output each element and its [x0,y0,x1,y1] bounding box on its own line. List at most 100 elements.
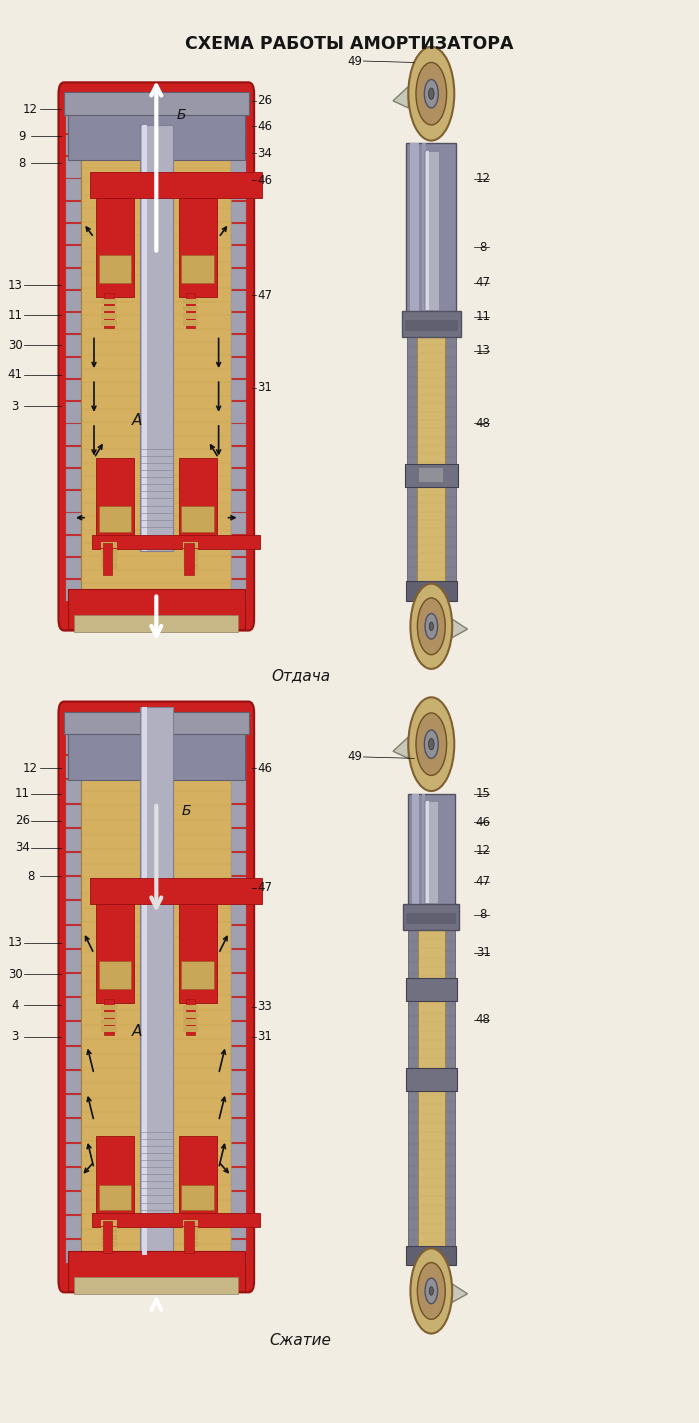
Bar [99,1184,131,1210]
Bar [96,198,134,297]
FancyBboxPatch shape [59,83,254,630]
Circle shape [416,713,447,776]
Text: 47: 47 [257,289,272,302]
Bar [182,299,198,305]
Bar [182,564,198,569]
Bar [408,931,418,1251]
Text: 49: 49 [347,54,363,67]
Text: 26: 26 [15,814,30,827]
Bar [231,135,247,155]
Bar [231,975,247,996]
Bar [405,1067,457,1090]
Bar [66,901,82,924]
Bar [182,556,198,562]
Circle shape [408,47,454,141]
Text: 47: 47 [476,875,491,888]
Bar [231,558,247,579]
Bar [101,306,117,312]
Circle shape [408,697,454,791]
Bar [182,542,198,548]
Bar [181,507,214,532]
Bar [231,313,247,333]
Bar [408,794,455,911]
Bar [99,255,131,283]
Bar [90,172,262,198]
Text: 13: 13 [476,344,491,357]
Bar [182,1220,198,1225]
Bar [178,1136,217,1221]
Bar [231,901,247,924]
Text: 12: 12 [476,844,491,857]
Bar [182,313,198,319]
Bar [66,1217,82,1238]
Bar [66,491,82,512]
Bar [231,1241,247,1262]
Bar [182,549,198,555]
Bar [66,112,82,132]
Bar [101,556,117,562]
Circle shape [424,730,438,758]
Bar [66,731,82,754]
Bar [231,1217,247,1238]
Bar [101,313,117,319]
Bar [66,514,82,534]
Text: А: А [132,413,143,428]
Bar [101,564,117,569]
Bar [68,723,245,780]
Circle shape [424,80,438,108]
Circle shape [417,1262,445,1319]
Bar [185,293,195,329]
Bar [103,1221,113,1252]
Bar [142,707,147,1255]
Bar [101,1227,117,1232]
Bar [101,1234,117,1239]
Bar [66,951,82,972]
Bar [182,1019,198,1025]
Bar [231,780,247,803]
Text: 33: 33 [257,1000,272,1013]
Bar [231,223,247,245]
Text: 31: 31 [257,1030,272,1043]
Text: Отдача: Отдача [271,669,331,683]
Bar [424,801,438,904]
Bar [182,1026,198,1032]
Text: 46: 46 [257,761,272,774]
Bar [66,179,82,199]
Bar [231,1047,247,1069]
Bar [231,470,247,490]
Bar [82,128,231,596]
Bar [231,290,247,312]
Circle shape [425,1278,438,1303]
Text: 46: 46 [476,815,491,828]
Bar [90,878,262,904]
Circle shape [417,598,445,655]
Text: 48: 48 [476,417,491,430]
Bar [66,780,82,803]
Bar [66,1023,82,1044]
Bar [101,1241,117,1247]
Bar [104,293,114,329]
Circle shape [429,1286,433,1295]
Text: Б: Б [176,108,186,122]
Bar [405,978,457,1000]
Text: 41: 41 [8,369,23,381]
Bar [101,542,117,548]
Polygon shape [393,87,408,108]
Text: СХЕМА РАБОТЫ АМОРТИЗАТОРА: СХЕМА РАБОТЫ АМОРТИЗАТОРА [185,36,514,53]
Bar [231,852,247,875]
Bar [182,1227,198,1232]
Text: 4: 4 [12,999,19,1012]
Bar [231,1192,247,1214]
Bar [184,1221,194,1252]
Bar [402,312,461,337]
Bar [66,925,82,948]
Bar [66,269,82,289]
Text: 26: 26 [257,94,272,107]
Bar [66,403,82,423]
Bar [231,246,247,266]
Text: 8: 8 [19,157,26,169]
Bar [181,961,214,989]
Bar [64,92,249,115]
Text: 47: 47 [476,276,491,289]
Bar [445,931,455,1251]
